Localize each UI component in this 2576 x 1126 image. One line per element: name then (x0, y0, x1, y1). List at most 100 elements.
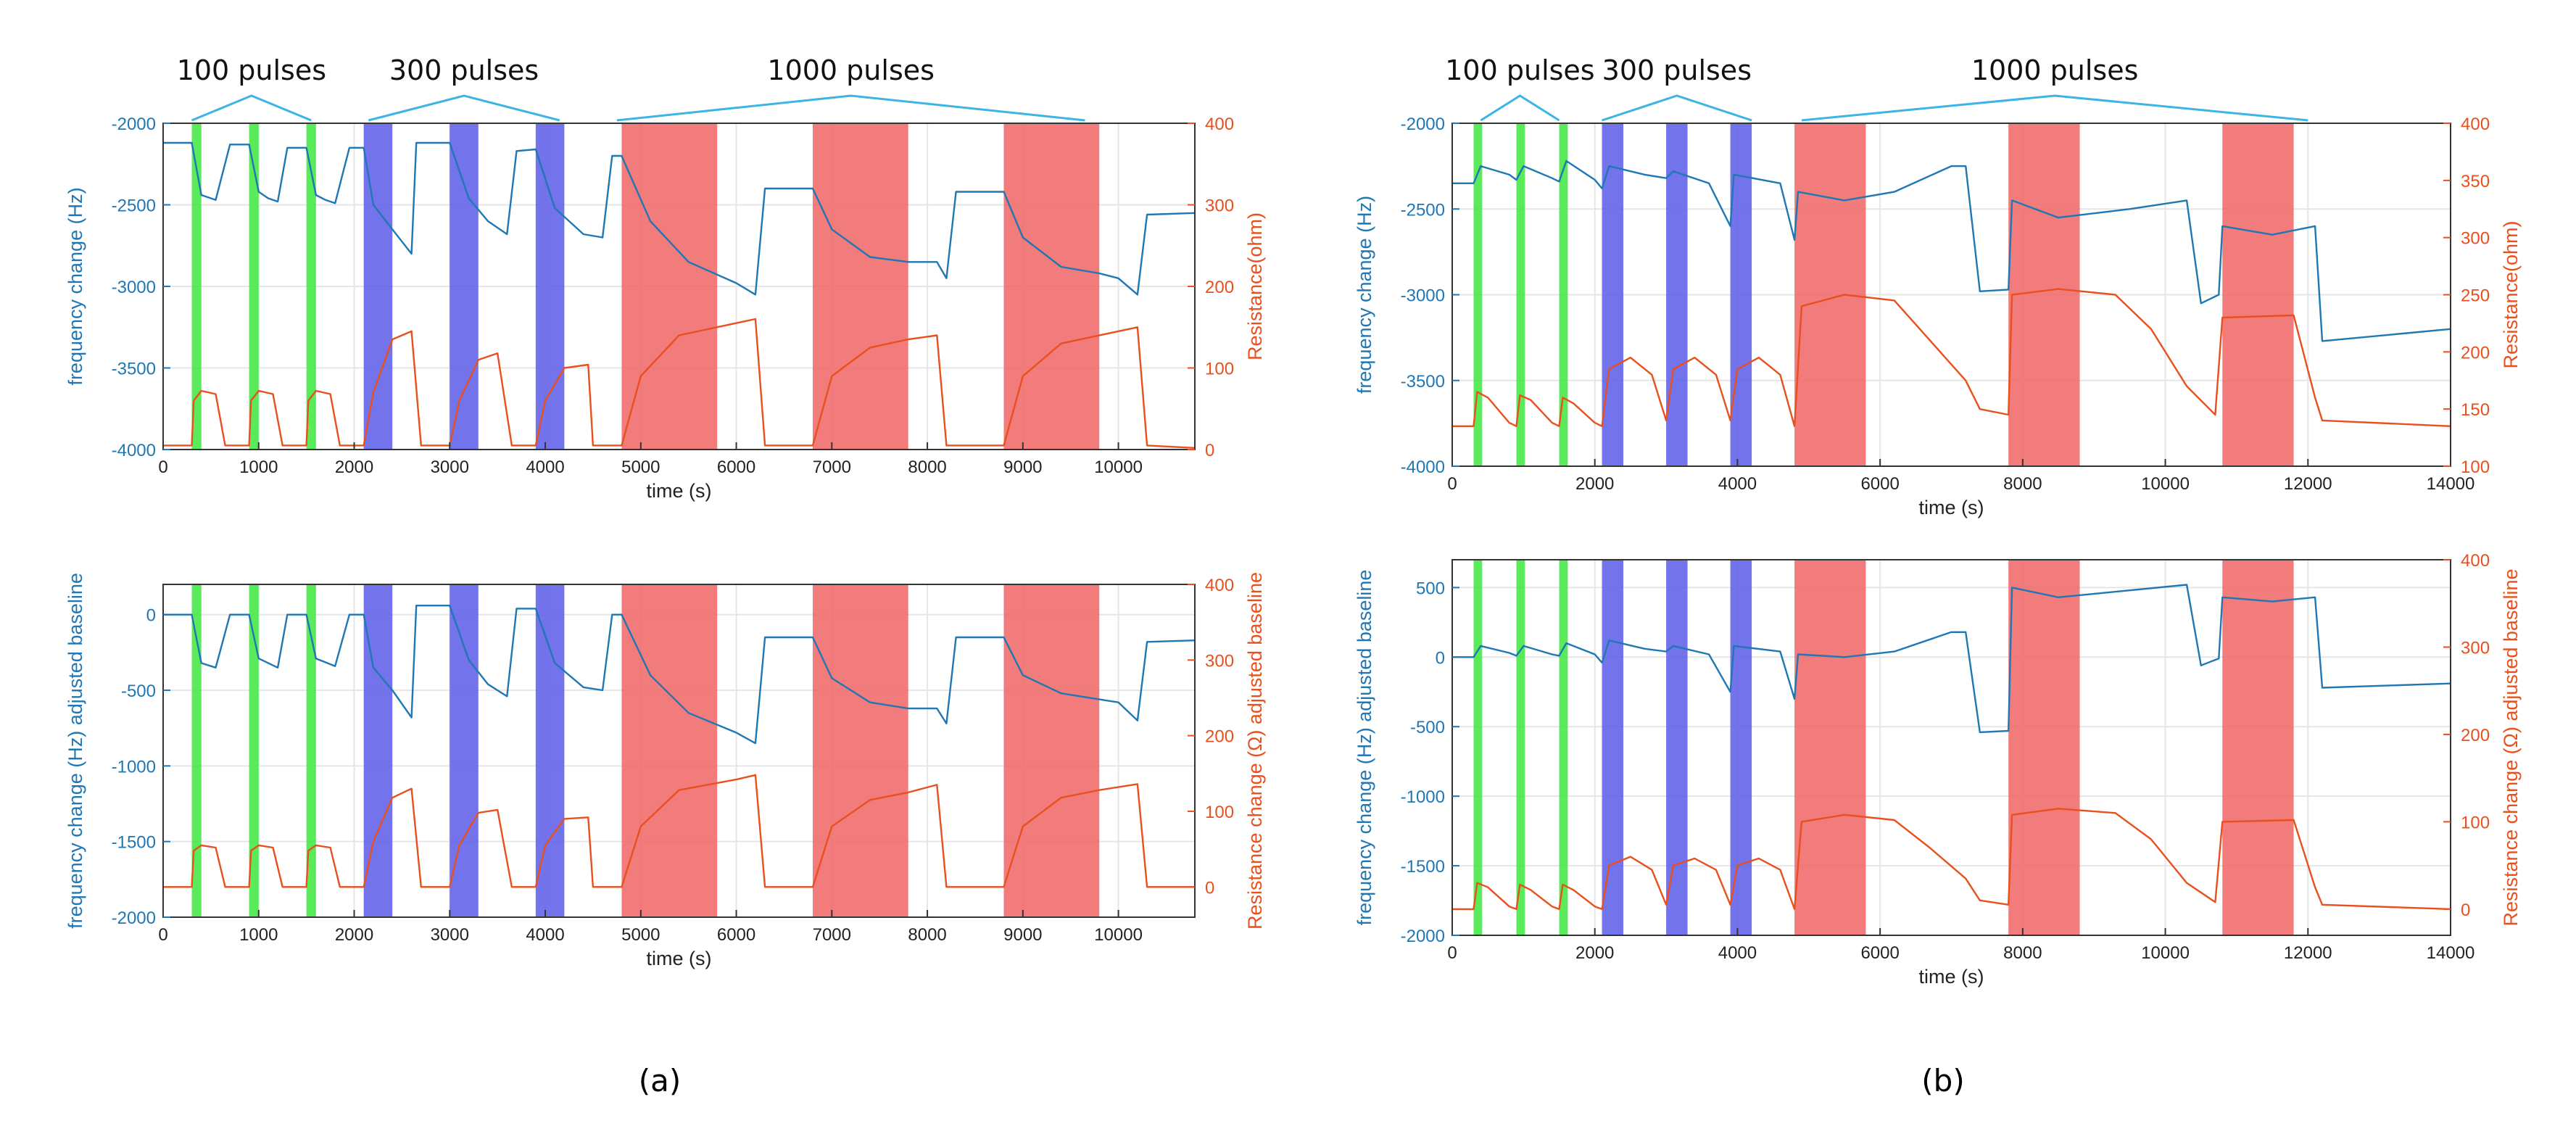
pulse-bracket (616, 94, 1085, 122)
pulse-group-label: 300 pulses (389, 54, 539, 86)
x-tick-label: 9000 (1003, 925, 1042, 945)
pulse-band-1000 (812, 123, 908, 450)
x-tick-label: 1000 (239, 925, 278, 945)
pulse-band-1000 (2222, 560, 2294, 935)
pulse-group-label: 100 pulses (177, 54, 326, 86)
y-left-tick-label: -1500 (1401, 857, 1445, 877)
frequency-series-line (163, 141, 1196, 296)
pulse-band-100 (306, 123, 316, 450)
y-right-tick-label: 200 (2461, 726, 2490, 745)
x-tick-label: 6000 (717, 925, 755, 945)
y-left-tick-label: 500 (1416, 579, 1445, 598)
plot-frame (162, 584, 1196, 918)
y-left-axis-label: frequency change (Hz) (65, 187, 86, 385)
x-tick-label: 2000 (335, 458, 373, 477)
x-tick-label: 7000 (813, 458, 851, 477)
pulse-band-300 (1666, 560, 1688, 935)
pulse-band-100 (1473, 123, 1483, 466)
y-left-tick-label: -500 (1410, 718, 1445, 737)
pulse-band-100 (306, 584, 316, 917)
chart-a-bottom: 0 1000 2000 3000 4000 5000 6000 7000 8000 9000 100… (65, 572, 1266, 969)
pulse-bracket (191, 94, 312, 122)
pulse-group-label: 100 pulses (1445, 54, 1594, 86)
frequency-series-line (1452, 160, 2451, 342)
frequency-series-line (1452, 584, 2451, 734)
x-tick-label: 8000 (2003, 943, 2042, 963)
y-left-tick-label: -4000 (1401, 458, 1445, 477)
x-tick-label: 4000 (1718, 474, 1757, 494)
x-tick-label: 5000 (621, 925, 660, 945)
y-left-axis-label: frequency change (Hz) adjusted baseline (1354, 570, 1375, 926)
x-tick-label: 12000 (2284, 943, 2332, 963)
pulse-band-300 (450, 123, 479, 450)
pulse-band-100 (1559, 123, 1568, 466)
resistance-series-line (1452, 288, 2451, 427)
y-right-tick-label: 250 (2461, 286, 2490, 306)
y-left-tick-label: 0 (1436, 648, 1445, 668)
pulse-band-100 (1516, 560, 1525, 935)
pulse-band-100 (249, 123, 259, 450)
x-tick-label: 5000 (621, 458, 660, 477)
y-left-tick-label: -2500 (1401, 200, 1445, 220)
chart-b-top: 0 2000 4000 6000 8000 10000 12000 14000 time (s)… (1354, 54, 2522, 518)
x-tick-label: 2000 (1575, 943, 1614, 963)
y-right-tick-label: 300 (2461, 638, 2490, 658)
pulse-band-100 (1559, 560, 1568, 935)
y-left-tick-label: -3000 (1401, 286, 1445, 306)
x-tick-label: 2000 (1575, 474, 1614, 494)
y-left-axis-label: frequency change (Hz) (1354, 196, 1375, 394)
y-right-tick-label: 300 (1205, 651, 1234, 671)
y-left-tick-label: -4000 (112, 441, 156, 460)
y-left-tick-label: -3500 (112, 360, 156, 379)
pulse-group-label: 300 pulses (1602, 54, 1752, 86)
frequency-series-line (163, 605, 1196, 745)
x-tick-label: 12000 (2284, 474, 2332, 494)
y-right-axis-label: Resistance change (Ω) adjusted baseline (2500, 569, 2522, 927)
y-left-tick-label: -2000 (1401, 927, 1445, 946)
y-left-tick-label: -2000 (1401, 115, 1445, 134)
y-left-tick-label: -1000 (112, 757, 156, 777)
y-right-tick-label: 100 (2461, 458, 2490, 477)
x-tick-label: 6000 (717, 458, 755, 477)
y-right-tick-label: 350 (2461, 172, 2490, 191)
y-right-tick-label: 100 (2461, 813, 2490, 832)
pulse-band-100 (1516, 123, 1525, 466)
x-tick-label: 8000 (908, 458, 946, 477)
plot-frame (1451, 559, 2451, 936)
y-right-tick-label: 400 (1205, 576, 1234, 595)
x-tick-label: 4000 (526, 458, 564, 477)
pulse-band-100 (191, 123, 202, 450)
pulse-bracket (1480, 94, 1560, 122)
x-tick-label: 9000 (1003, 458, 1042, 477)
y-right-tick-label: 150 (2461, 400, 2490, 420)
y-left-tick-label: -2000 (112, 908, 156, 928)
pulse-band-1000 (2008, 560, 2080, 935)
x-tick-label: 8000 (908, 925, 946, 945)
x-axis-label: time (s) (1919, 966, 1984, 988)
resistance-series-line (163, 318, 1196, 449)
y-left-tick-label: -1500 (112, 833, 156, 853)
y-right-tick-label: 300 (1205, 196, 1234, 216)
pulse-band-1000 (2008, 123, 2080, 466)
pulse-band-1000 (1003, 123, 1100, 450)
x-axis-label: time (s) (1919, 497, 1984, 518)
pulse-band-1000 (1794, 123, 1866, 466)
pulse-bracket (368, 94, 560, 122)
y-right-tick-label: 100 (1205, 803, 1234, 822)
x-tick-label: 2000 (335, 925, 373, 945)
y-left-tick-label: -3500 (1401, 372, 1445, 392)
y-right-tick-label: 200 (1205, 727, 1234, 747)
pulse-band-300 (1602, 123, 1624, 466)
y-left-tick-label: 0 (146, 606, 156, 626)
pulse-band-100 (1473, 560, 1483, 935)
pulse-band-100 (191, 584, 202, 917)
y-left-tick-label: -2500 (112, 196, 156, 216)
panel-label-a: (a) (639, 1063, 682, 1098)
y-left-tick-label: -3000 (112, 278, 156, 297)
y-right-tick-label: 200 (1205, 278, 1234, 297)
x-tick-label: 4000 (526, 925, 564, 945)
x-tick-label: 6000 (1860, 474, 1899, 494)
pulse-band-300 (1730, 560, 1752, 935)
y-right-tick-label: 300 (2461, 229, 2490, 249)
